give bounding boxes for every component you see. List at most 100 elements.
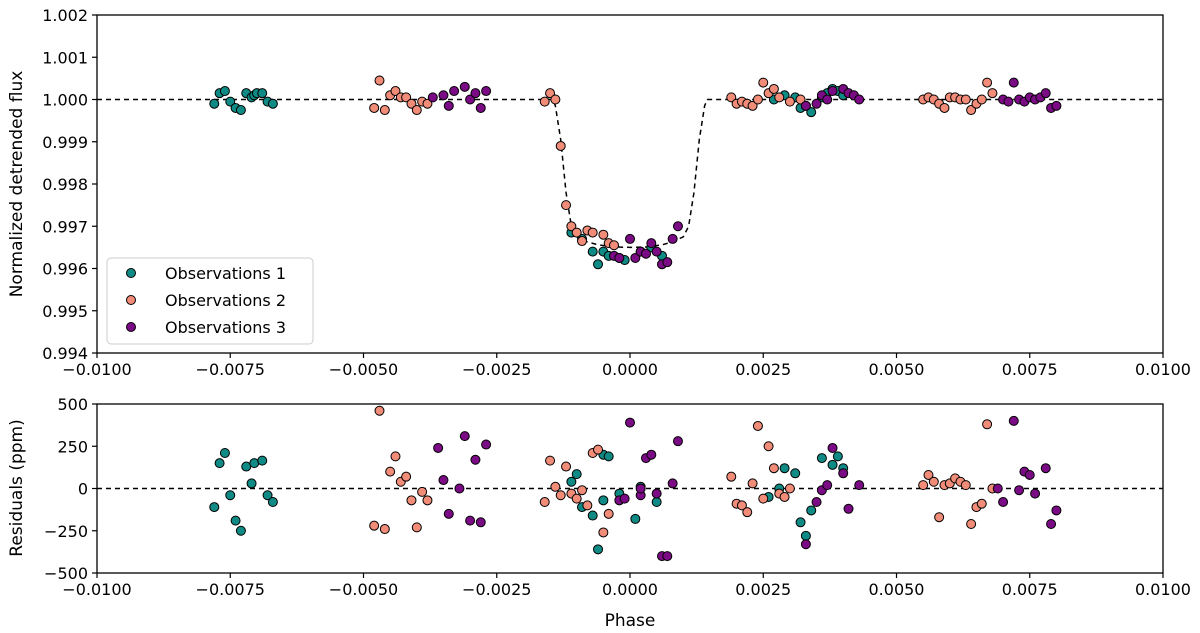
res-point-observations-2 bbox=[976, 498, 987, 509]
res-point-observations-3 bbox=[838, 468, 849, 479]
lc-point-observations-3 bbox=[1051, 100, 1062, 111]
res-point-observations-1 bbox=[219, 448, 230, 459]
res-point-observations-1 bbox=[816, 453, 827, 464]
legend-label-observations-3: Observations 3 bbox=[165, 318, 286, 337]
x-tick-label: 0.0075 bbox=[1002, 580, 1058, 599]
legend-marker-observations-3 bbox=[126, 322, 136, 332]
res-point-observations-1 bbox=[267, 497, 278, 508]
res-point-observations-2 bbox=[571, 493, 582, 504]
res-point-observations-1 bbox=[257, 455, 268, 466]
lc-point-observations-2 bbox=[374, 75, 385, 86]
light-curve-y-axis-label: Normalized detrended flux bbox=[7, 71, 27, 298]
y-tick-label: 0 bbox=[78, 480, 88, 499]
lc-point-observations-3 bbox=[475, 102, 486, 113]
res-point-observations-2 bbox=[603, 508, 614, 519]
res-point-observations-3 bbox=[854, 480, 865, 491]
res-point-observations-1 bbox=[235, 525, 246, 536]
res-point-observations-1 bbox=[795, 517, 806, 528]
lc-point-observations-3 bbox=[1008, 77, 1019, 88]
res-point-observations-2 bbox=[406, 495, 417, 506]
res-point-observations-3 bbox=[662, 551, 673, 562]
res-point-observations-3 bbox=[811, 497, 822, 508]
lc-point-observations-3 bbox=[1040, 88, 1051, 99]
lc-point-observations-3 bbox=[646, 238, 657, 249]
lc-point-observations-3 bbox=[625, 233, 635, 244]
res-point-observations-2 bbox=[923, 469, 934, 480]
legend: Observations 1 Observations 2 Observatio… bbox=[106, 257, 314, 345]
res-point-observations-2 bbox=[369, 520, 380, 531]
res-point-observations-1 bbox=[214, 458, 225, 469]
lc-point-observations-2 bbox=[571, 227, 582, 238]
res-point-observations-3 bbox=[459, 431, 470, 442]
res-point-observations-3 bbox=[1024, 469, 1035, 480]
x-tick-label: 0.0050 bbox=[869, 580, 925, 599]
res-point-observations-3 bbox=[646, 449, 657, 460]
res-point-observations-3 bbox=[475, 517, 486, 528]
res-point-observations-1 bbox=[832, 451, 843, 462]
y-tick-label: 0.995 bbox=[42, 302, 88, 321]
y-tick-label: −500 bbox=[44, 564, 88, 583]
lc-point-observations-3 bbox=[800, 100, 811, 111]
lc-point-observations-2 bbox=[401, 92, 412, 103]
res-point-observations-3 bbox=[651, 488, 662, 499]
lc-point-observations-2 bbox=[577, 236, 588, 247]
res-point-observations-2 bbox=[966, 518, 977, 529]
res-point-observations-2 bbox=[982, 419, 993, 430]
res-point-observations-3 bbox=[454, 483, 465, 494]
res-point-observations-1 bbox=[209, 502, 220, 513]
y-tick-label: 1.000 bbox=[42, 91, 88, 110]
y-tick-label: 0.997 bbox=[42, 217, 88, 236]
res-point-observations-3 bbox=[672, 436, 683, 447]
transit-model-line bbox=[97, 98, 1163, 249]
x-tick-label: 0.0000 bbox=[602, 360, 658, 379]
lc-point-observations-2 bbox=[422, 98, 433, 109]
lc-point-observations-2 bbox=[390, 86, 401, 97]
lc-point-observations-3 bbox=[662, 257, 673, 268]
lc-point-observations-2 bbox=[726, 92, 737, 103]
lc-point-observations-2 bbox=[598, 229, 609, 240]
res-point-observations-2 bbox=[561, 461, 572, 472]
lc-point-observations-2 bbox=[768, 83, 779, 94]
res-point-observations-1 bbox=[571, 469, 582, 480]
res-point-observations-3 bbox=[998, 497, 1009, 508]
lc-point-observations-2 bbox=[566, 221, 577, 232]
res-point-observations-3 bbox=[827, 442, 838, 453]
res-point-observations-1 bbox=[651, 497, 662, 508]
res-point-observations-2 bbox=[385, 466, 396, 477]
res-point-observations-2 bbox=[779, 491, 790, 502]
lc-point-observations-2 bbox=[411, 105, 422, 116]
lc-point-observations-2 bbox=[379, 105, 390, 116]
res-point-observations-2 bbox=[742, 507, 753, 518]
res-point-observations-2 bbox=[411, 522, 422, 533]
x-tick-label: 0.0000 bbox=[602, 580, 658, 599]
y-tick-label: 500 bbox=[57, 395, 88, 414]
res-point-observations-3 bbox=[470, 454, 481, 465]
lc-point-observations-3 bbox=[822, 94, 833, 105]
y-tick-label: 250 bbox=[57, 437, 88, 456]
lc-point-observations-2 bbox=[966, 105, 977, 116]
lc-point-observations-3 bbox=[481, 86, 492, 97]
res-point-observations-1 bbox=[225, 490, 236, 501]
res-point-observations-2 bbox=[763, 441, 774, 452]
lc-point-observations-3 bbox=[427, 92, 438, 103]
res-point-observations-3 bbox=[625, 417, 635, 428]
lc-point-observations-2 bbox=[747, 100, 758, 111]
residuals-y-ticks: −500 −250 0 250 500 bbox=[44, 395, 97, 583]
lc-point-observations-3 bbox=[811, 98, 822, 109]
residuals-points-layer bbox=[209, 405, 1062, 562]
light-curve-panel: −0.0100 −0.0075 −0.0050 −0.0025 0.0000 0.0025… bbox=[7, 6, 1191, 379]
lc-point-observations-2 bbox=[406, 98, 417, 109]
lc-point-observations-2 bbox=[939, 102, 950, 113]
x-tick-label: −0.0100 bbox=[62, 580, 131, 599]
res-point-observations-2 bbox=[390, 451, 401, 462]
res-point-observations-2 bbox=[784, 483, 795, 494]
lc-point-observations-3 bbox=[854, 94, 865, 105]
light-curve-y-ticks: 0.994 0.995 0.996 0.997 0.998 0.999 1.000 1.001… bbox=[42, 6, 97, 363]
res-point-observations-3 bbox=[1051, 505, 1062, 516]
residuals-x-ticks: −0.0100 −0.0075 −0.0050 −0.0025 0.0000 0.0025… bbox=[62, 573, 1191, 599]
transit-model-layer bbox=[97, 98, 1163, 249]
res-point-observations-2 bbox=[577, 485, 588, 496]
x-tick-label: −0.0025 bbox=[462, 580, 531, 599]
res-point-observations-1 bbox=[603, 451, 614, 462]
res-point-observations-3 bbox=[992, 483, 1003, 494]
